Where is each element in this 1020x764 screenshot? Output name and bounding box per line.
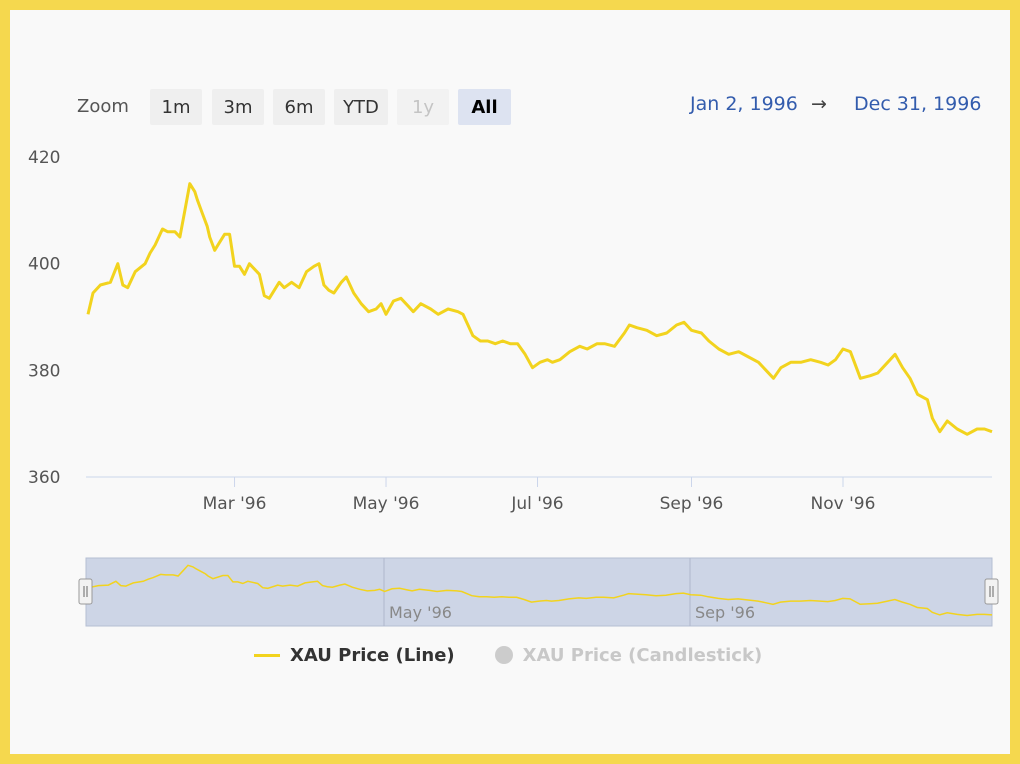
series-line-xau[interactable] <box>86 182 993 436</box>
y-tick-label: 400 <box>28 255 60 275</box>
zoom-6m-button[interactable]: 6m <box>273 89 325 125</box>
y-tick-label: 420 <box>28 148 60 168</box>
zoom-all-button[interactable]: All <box>458 89 511 125</box>
zoom-1m-button[interactable]: 1m <box>150 89 202 125</box>
x-axis: Mar '96 May '96 Jul '96 Sep '96 Nov '96 <box>203 477 876 514</box>
navigator-mask[interactable] <box>85 557 993 627</box>
x-tick-label: Sep '96 <box>660 494 724 514</box>
range-from-input[interactable]: Jan 2, 1996 <box>690 93 798 115</box>
x-tick-label: Jul '96 <box>510 494 563 514</box>
legend-label-candlestick: XAU Price (Candlestick) <box>522 644 763 666</box>
x-tick-label: Mar '96 <box>203 494 267 514</box>
range-arrow: → <box>811 93 827 115</box>
y-tick-label: 360 <box>28 468 60 488</box>
legend: XAU Price (Line) XAU Price (Candlestick) <box>254 642 802 668</box>
x-tick-label: May '96 <box>353 494 420 514</box>
zoom-1y-button[interactable]: 1y <box>397 89 449 125</box>
navigator[interactable]: May '96 Sep '96 <box>78 557 999 627</box>
navigator-tick-may: May '96 <box>389 603 452 622</box>
legend-dot-swatch-icon <box>494 646 513 664</box>
chart-container <box>10 10 1010 754</box>
x-tick-label: Nov '96 <box>811 494 876 514</box>
range-to-input[interactable]: Dec 31, 1996 <box>854 93 982 115</box>
legend-item-candlestick[interactable]: XAU Price (Candlestick) <box>494 644 763 666</box>
zoom-label: Zoom <box>77 96 129 117</box>
legend-item-line[interactable]: XAU Price (Line) <box>254 645 455 666</box>
legend-line-swatch-icon <box>254 653 280 657</box>
navigator-series-line <box>85 564 993 617</box>
zoom-3m-button[interactable]: 3m <box>212 89 264 125</box>
y-tick-label: 380 <box>28 361 60 381</box>
navigator-tick-sep: Sep '96 <box>695 603 755 622</box>
legend-label-line: XAU Price (Line) <box>290 644 455 666</box>
navigator-handle-right[interactable] <box>984 578 999 605</box>
zoom-ytd-button[interactable]: YTD <box>334 89 388 125</box>
y-axis: 360 380 400 420 <box>28 148 60 488</box>
navigator-handle-left[interactable] <box>78 578 93 605</box>
